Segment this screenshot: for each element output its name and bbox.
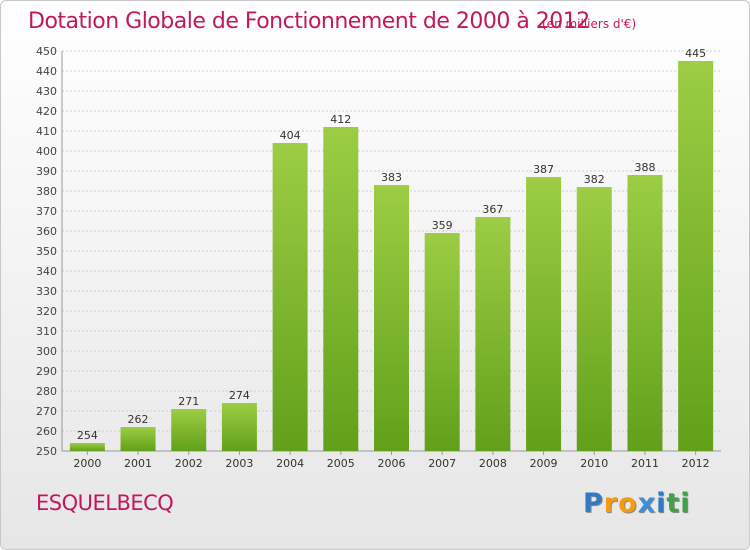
chart-subtitle: (en milliers d'€): [542, 17, 637, 31]
y-tick-label: 390: [36, 165, 57, 178]
bar: [221, 403, 257, 451]
bar: [171, 409, 207, 451]
bar-value-label: 383: [381, 171, 402, 184]
bar-value-label: 382: [584, 173, 605, 186]
bar: [272, 143, 308, 451]
logo-letter: o: [618, 488, 638, 519]
y-tick-label: 290: [36, 365, 57, 378]
bar-value-label: 271: [178, 395, 199, 408]
bar: [120, 427, 156, 451]
y-tick-label: 420: [36, 105, 57, 118]
bar-value-label: 445: [685, 47, 706, 60]
logo-letter: i: [680, 488, 691, 519]
y-tick-label: 380: [36, 185, 57, 198]
x-tick-label: 2008: [479, 457, 507, 470]
y-tick-label: 300: [36, 345, 57, 358]
x-tick-label: 2009: [530, 457, 558, 470]
y-tick-label: 250: [36, 445, 57, 458]
chart-title: Dotation Globale de Fonctionnement de 20…: [28, 9, 590, 34]
bar-value-label: 359: [432, 219, 453, 232]
bar: [627, 175, 663, 451]
x-tick-label: 2010: [580, 457, 608, 470]
bar-value-label: 388: [634, 161, 655, 174]
bar: [678, 61, 714, 451]
x-tick-label: 2002: [175, 457, 203, 470]
x-tick-label: 2004: [276, 457, 304, 470]
logo-letter: r: [603, 488, 619, 519]
y-tick-label: 440: [36, 65, 57, 78]
logo-letter: i: [656, 488, 667, 519]
y-tick-label: 450: [36, 45, 57, 58]
bar: [526, 177, 562, 451]
proxiti-logo: Proxiti: [583, 488, 691, 519]
logo-letter: x: [637, 488, 657, 519]
bar-value-label: 387: [533, 163, 554, 176]
y-tick-label: 320: [36, 305, 57, 318]
commune-name: ESQUELBECQ: [36, 491, 174, 515]
y-tick-label: 410: [36, 125, 57, 138]
bar-value-label: 367: [482, 203, 503, 216]
y-tick-label: 270: [36, 405, 57, 418]
y-tick-label: 260: [36, 425, 57, 438]
bar-value-label: 412: [330, 113, 351, 126]
x-tick-label: 2006: [378, 457, 406, 470]
x-tick-label: 2011: [631, 457, 659, 470]
bar: [475, 217, 511, 451]
x-tick-label: 2012: [682, 457, 710, 470]
bar-value-label: 274: [229, 389, 250, 402]
bar: [424, 233, 460, 451]
bar-value-label: 254: [77, 429, 98, 442]
y-tick-label: 340: [36, 265, 57, 278]
y-tick-label: 360: [36, 225, 57, 238]
y-tick-label: 400: [36, 145, 57, 158]
bar-value-label: 262: [128, 413, 149, 426]
x-tick-label: 2000: [73, 457, 101, 470]
x-tick-label: 2003: [225, 457, 253, 470]
y-tick-label: 370: [36, 205, 57, 218]
y-tick-label: 330: [36, 285, 57, 298]
y-tick-label: 280: [36, 385, 57, 398]
y-tick-label: 430: [36, 85, 57, 98]
bar: [374, 185, 409, 451]
bar-value-label: 404: [280, 129, 301, 142]
x-tick-label: 2007: [428, 457, 456, 470]
bar: [576, 187, 612, 451]
logo-letter: P: [583, 488, 604, 519]
x-tick-label: 2001: [124, 457, 152, 470]
y-tick-label: 350: [36, 245, 57, 258]
bar: [323, 127, 359, 451]
y-tick-label: 310: [36, 325, 57, 338]
bar: [69, 443, 105, 451]
x-tick-label: 2005: [327, 457, 355, 470]
logo-letter: t: [666, 488, 681, 519]
